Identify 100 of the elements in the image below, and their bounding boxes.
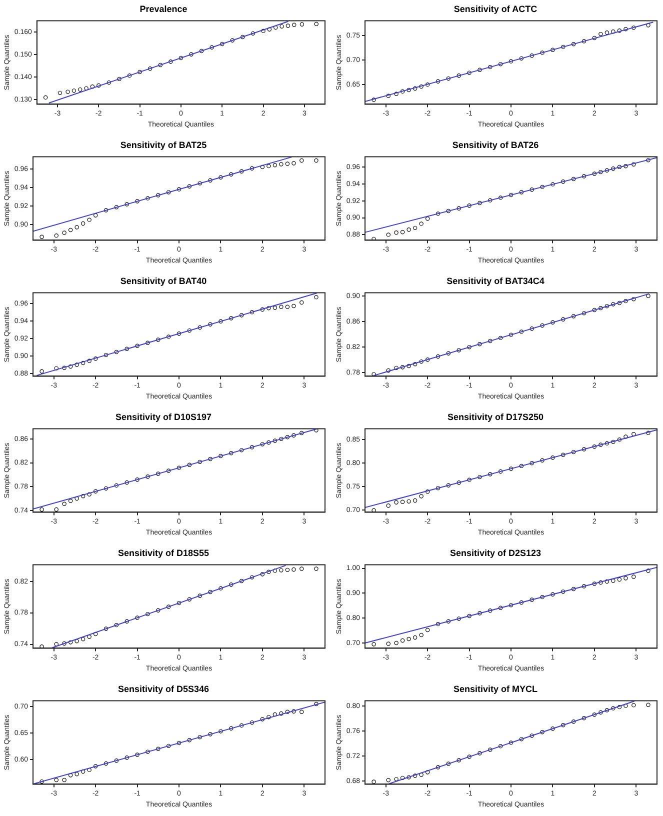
point [124,346,129,351]
point [300,22,304,27]
point [314,22,318,26]
point [168,60,173,64]
point [124,756,129,760]
point [394,500,398,504]
point [372,236,376,240]
point [218,729,223,734]
point [87,218,92,222]
point [592,712,597,717]
point [104,208,108,212]
point [582,311,586,316]
point [198,181,202,186]
point [419,222,424,226]
point [632,432,636,436]
point [592,172,597,176]
point [425,216,430,221]
point [446,483,451,488]
point [425,82,430,87]
point [478,611,482,616]
point [74,772,79,776]
point [272,306,278,310]
point [400,776,405,780]
point [117,76,122,82]
point [446,619,451,624]
point [292,709,296,714]
point [632,703,636,708]
point [561,723,566,728]
point [519,600,524,605]
point [488,472,492,476]
point [314,158,318,163]
point [478,200,482,206]
point [386,368,390,373]
point [198,735,202,740]
point [314,295,318,300]
point [646,158,650,162]
chart-title: Sensitivity of BAT40 [120,276,207,286]
point [104,486,108,491]
point [624,576,628,580]
point [93,632,98,636]
point [478,68,482,72]
point [68,228,73,232]
point [632,26,636,30]
point [300,300,304,305]
point [187,328,192,333]
point [519,190,524,194]
point [239,578,244,584]
chart-title: Sensitivity of ACTC [454,4,538,14]
point [279,304,284,309]
point [478,342,482,346]
point [104,626,108,631]
point [43,95,48,100]
point [406,499,411,504]
point [519,464,524,468]
point [446,762,451,766]
point [604,708,610,712]
point [446,76,451,81]
chart-title: Sensitivity of BAT34C4 [446,276,544,286]
point [285,304,290,309]
point [624,27,628,32]
point [598,580,603,585]
point [571,450,576,454]
point [611,578,616,583]
point [550,726,555,731]
point [135,199,140,204]
point [550,320,555,325]
point [74,362,79,367]
point [406,775,411,780]
point [617,28,622,33]
point [292,161,296,166]
point [104,352,108,358]
point [611,302,616,306]
point [156,472,160,476]
point [54,233,58,238]
point [617,164,622,170]
point [127,73,132,78]
point [488,338,492,344]
point [124,480,129,485]
point [166,744,171,748]
point [571,314,576,318]
point [419,772,424,777]
point [412,635,418,640]
point [488,748,492,752]
point [156,608,160,612]
point [146,340,150,345]
point [508,740,514,745]
point [272,568,278,573]
point [210,45,214,50]
point [314,566,318,571]
point [93,356,98,361]
point [632,297,636,302]
point [239,313,244,318]
point [582,447,586,452]
point [624,298,628,304]
point [187,462,192,467]
point [425,628,430,632]
point [250,445,254,450]
point [286,24,290,28]
point [208,590,212,594]
point [114,622,119,628]
